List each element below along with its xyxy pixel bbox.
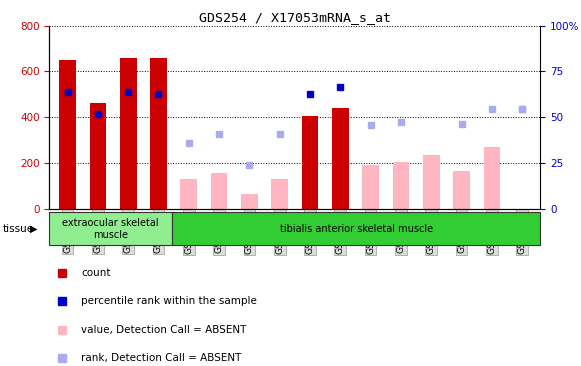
Text: ▶: ▶ <box>30 224 37 234</box>
Text: count: count <box>81 268 111 278</box>
Bar <box>89 103 106 209</box>
Bar <box>49 212 172 245</box>
Text: value, Detection Call = ABSENT: value, Detection Call = ABSENT <box>81 325 247 335</box>
Bar <box>423 155 440 209</box>
Bar <box>271 179 288 209</box>
Bar <box>211 173 227 209</box>
Text: extraocular skeletal
muscle: extraocular skeletal muscle <box>62 218 159 240</box>
Text: tibialis anterior skeletal muscle: tibialis anterior skeletal muscle <box>279 224 433 234</box>
Bar <box>120 57 137 209</box>
Text: percentile rank within the sample: percentile rank within the sample <box>81 296 257 306</box>
Text: rank, Detection Call = ABSENT: rank, Detection Call = ABSENT <box>81 353 242 363</box>
Bar <box>332 108 349 209</box>
Bar <box>393 162 409 209</box>
Text: tissue: tissue <box>3 224 34 234</box>
Bar <box>181 179 197 209</box>
Bar <box>363 165 379 209</box>
Bar <box>241 194 258 209</box>
Bar <box>59 60 76 209</box>
Title: GDS254 / X17053mRNA_s_at: GDS254 / X17053mRNA_s_at <box>199 11 391 25</box>
Bar <box>172 212 540 245</box>
Bar <box>150 57 167 209</box>
Bar <box>302 116 318 209</box>
Bar <box>453 171 470 209</box>
Bar <box>483 147 500 209</box>
